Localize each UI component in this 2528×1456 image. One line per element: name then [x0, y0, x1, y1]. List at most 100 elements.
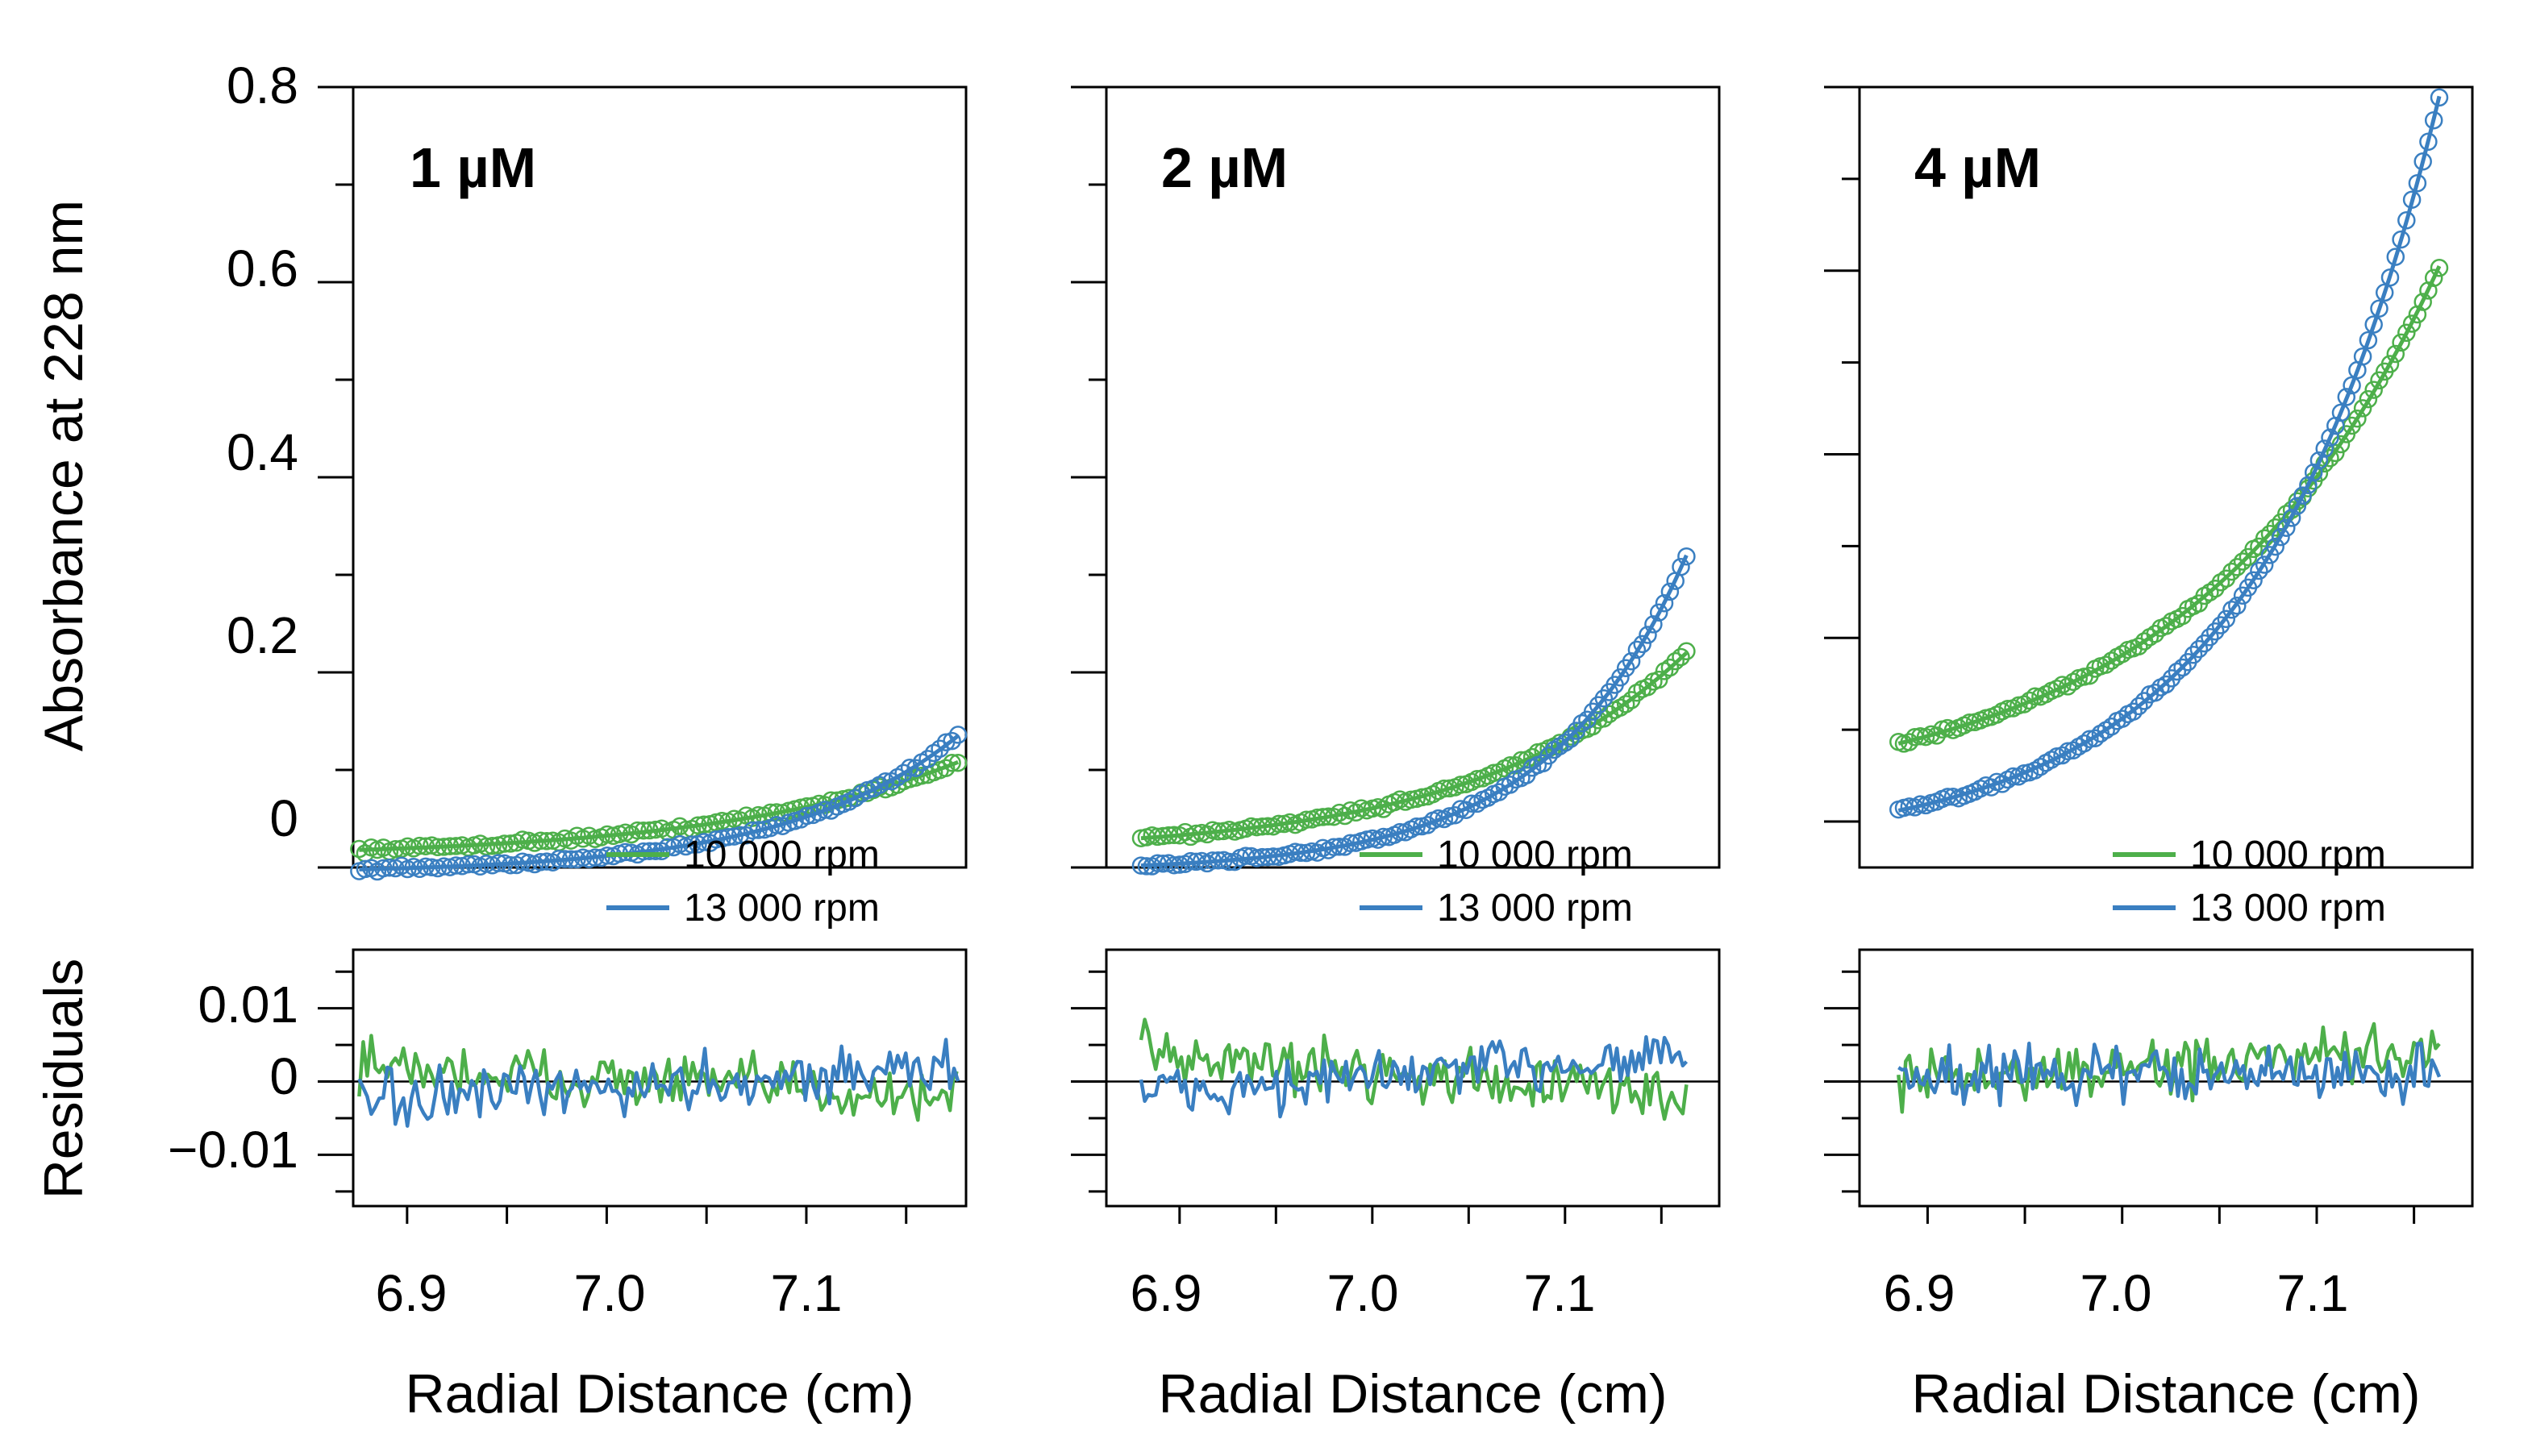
data-point	[440, 837, 460, 855]
data-point	[682, 835, 702, 854]
y-tick-label: 0.8	[227, 56, 298, 114]
panel-title: 4 µM	[1914, 136, 2041, 199]
data-point	[948, 726, 968, 744]
data-point	[2413, 152, 2432, 171]
data-point	[2156, 675, 2176, 694]
data-point	[2195, 634, 2214, 653]
data-point	[2424, 110, 2443, 130]
data-point	[1308, 843, 1326, 862]
data-point	[2272, 527, 2290, 547]
residual-tick-labels: 0.01 0 −0.01	[168, 976, 298, 1179]
data-point	[2189, 639, 2209, 659]
plot-marks	[318, 85, 968, 1224]
y-tick-labels: 0 0.2 0.4 0.6 0.8	[227, 56, 298, 847]
legend-label-13000: 13 000 rpm	[684, 887, 880, 930]
data-point	[2293, 486, 2312, 505]
data-point	[689, 816, 707, 834]
data-point	[943, 754, 961, 772]
data-point	[2408, 173, 2427, 193]
x-tick-label: 7.0	[574, 1264, 646, 1322]
data-point	[2386, 248, 2405, 266]
data-point	[410, 836, 429, 855]
legend: 10 000 rpm 13 000 rpm	[2113, 834, 2386, 930]
data-point	[1456, 801, 1476, 819]
data-point	[2205, 579, 2225, 598]
data-point	[416, 837, 435, 855]
data-point	[1672, 557, 1690, 576]
data-point	[1539, 747, 1558, 765]
data-point	[2364, 315, 2383, 334]
data-point	[1220, 852, 1239, 872]
data-point	[2233, 552, 2252, 571]
legend-label-13000: 13 000 rpm	[2190, 887, 2386, 930]
data-point	[2359, 331, 2378, 350]
data-point	[1998, 699, 2018, 718]
data-point	[2337, 388, 2356, 406]
data-point	[2331, 403, 2351, 422]
data-point	[513, 830, 532, 849]
data-point	[1462, 794, 1481, 813]
data-point	[1314, 808, 1332, 826]
panel-title: 1 µM	[410, 136, 536, 199]
data-point	[2004, 767, 2022, 786]
data-point	[936, 759, 956, 777]
data-point	[2075, 734, 2093, 753]
x-tick-label: 7.1	[1524, 1264, 1596, 1322]
data-point	[2359, 389, 2378, 409]
data-point	[2184, 646, 2203, 664]
data-point	[694, 815, 714, 834]
data-point	[2277, 518, 2296, 537]
residual-trace	[357, 1038, 960, 1128]
data-point	[737, 826, 756, 845]
data-point	[2392, 333, 2410, 352]
x-axis-title: Radial Distance (cm)	[1158, 1363, 1667, 1425]
data-point	[2205, 622, 2225, 641]
data-point	[2168, 662, 2187, 681]
data-point	[2250, 561, 2268, 580]
data-point	[1187, 824, 1206, 843]
data-point	[350, 839, 369, 859]
x-tick-label: 6.9	[376, 1264, 448, 1322]
data-point	[2047, 680, 2066, 698]
data-point	[2419, 132, 2438, 152]
y-tick-label: 0.2	[227, 606, 298, 664]
data-point	[1660, 582, 1680, 601]
data-point	[2304, 463, 2323, 482]
data-point	[1451, 776, 1470, 794]
data-point	[549, 850, 568, 868]
data-point	[2201, 583, 2219, 602]
data-point	[1594, 689, 1614, 708]
data-point	[423, 858, 441, 877]
data-point	[374, 859, 393, 878]
y-tick-label: 0	[269, 789, 298, 847]
residual-trace	[1139, 1034, 1689, 1119]
data-point	[2064, 672, 2083, 692]
data-point	[1324, 838, 1343, 856]
data-point	[1347, 803, 1365, 822]
legend-label-13000: 13 000 rpm	[1437, 887, 1633, 930]
data-point	[2255, 555, 2274, 574]
data-point	[2370, 371, 2388, 390]
y-tick-label: 0.4	[227, 423, 298, 481]
data-point	[1341, 834, 1360, 853]
legend-label-10000: 10 000 rpm	[1437, 834, 1633, 876]
data-point	[1335, 806, 1355, 826]
data-point	[1446, 805, 1464, 825]
residual-plot-frame	[1858, 948, 2474, 1208]
data-point	[900, 759, 919, 777]
data-point	[561, 831, 581, 850]
data-point	[1982, 778, 2001, 797]
data-point	[537, 832, 556, 851]
data-point	[513, 852, 532, 871]
data-point	[2364, 381, 2383, 399]
data-point	[2113, 644, 2132, 664]
data-point	[556, 850, 574, 868]
data-point	[2353, 347, 2372, 366]
data-point	[2380, 268, 2400, 287]
data-point	[561, 850, 581, 869]
data-point	[1627, 640, 1647, 659]
data-point	[1666, 651, 1685, 671]
data-point	[537, 852, 556, 871]
data-point	[2124, 702, 2143, 721]
data-point	[1622, 651, 1641, 671]
